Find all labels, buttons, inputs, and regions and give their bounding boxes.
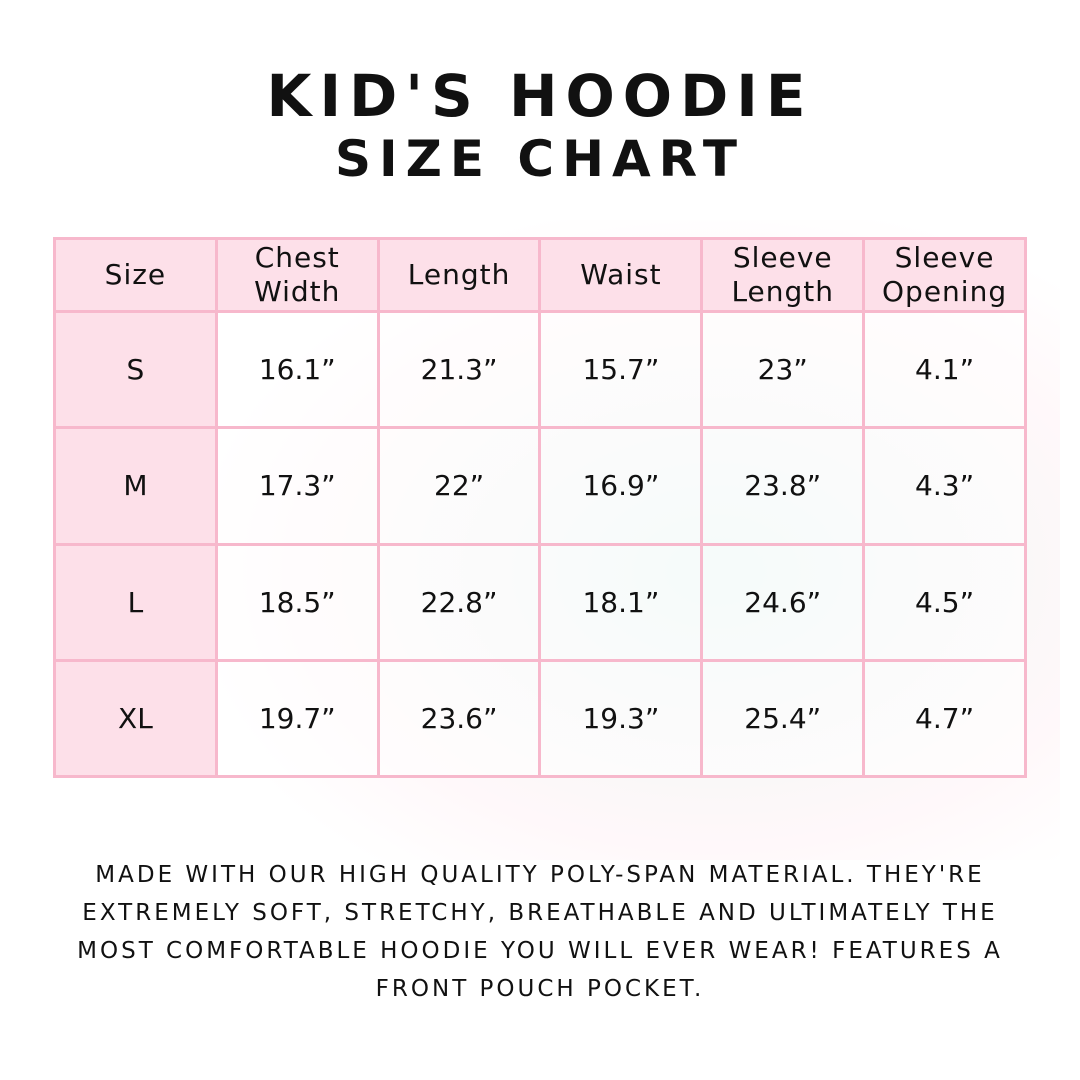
column-header: Length <box>376 237 542 313</box>
table-row: XL 19.7” 23.6” 19.3” 25.4” 4.7” <box>53 658 1027 779</box>
column-header: Sleeve Length <box>700 237 866 313</box>
size-label: M <box>53 426 218 546</box>
measurement-cell: 4.3” <box>862 426 1027 546</box>
page-subtitle: Size Chart <box>334 130 746 188</box>
page-title: Kid's Hoodie <box>266 62 814 130</box>
table-header-row: Size Chest Width Length Waist Sleeve Length S… <box>53 237 1027 313</box>
measurement-cell: 18.1” <box>538 542 704 662</box>
column-header: Waist <box>538 237 704 313</box>
column-header: Chest Width <box>214 237 380 313</box>
product-description: Made with our high quality poly-span mat… <box>77 862 1003 1002</box>
measurement-cell: 25.4” <box>700 658 866 779</box>
column-header: Size <box>53 237 218 313</box>
measurement-cell: 21.3” <box>376 309 542 430</box>
measurement-cell: 19.3” <box>538 658 704 779</box>
measurement-cell: 16.9” <box>538 426 704 546</box>
table-row: S 16.1” 21.3” 15.7” 23” 4.1” <box>53 309 1027 430</box>
measurement-cell: 23.8” <box>700 426 866 546</box>
measurement-cell: 4.5” <box>862 542 1027 662</box>
measurement-cell: 4.7” <box>862 658 1027 779</box>
table-row: M 17.3” 22” 16.9” 23.8” 4.3” <box>53 426 1027 546</box>
measurement-cell: 4.1” <box>862 309 1027 430</box>
measurement-cell: 19.7” <box>214 658 380 779</box>
size-label: S <box>53 309 218 430</box>
measurement-cell: 23” <box>700 309 866 430</box>
measurement-cell: 22” <box>376 426 542 546</box>
table-row: L 18.5” 22.8” 18.1” 24.6” 4.5” <box>53 542 1027 662</box>
measurement-cell: 16.1” <box>214 309 380 430</box>
size-label: XL <box>53 658 218 779</box>
measurement-cell: 23.6” <box>376 658 542 779</box>
size-chart-table: Size Chest Width Length Waist Sleeve Length S… <box>53 237 1027 779</box>
measurement-cell: 22.8” <box>376 542 542 662</box>
measurement-cell: 18.5” <box>214 542 380 662</box>
measurement-cell: 15.7” <box>538 309 704 430</box>
size-label: L <box>53 542 218 662</box>
column-header: Sleeve Opening <box>862 237 1027 313</box>
measurement-cell: 17.3” <box>214 426 380 546</box>
measurement-cell: 24.6” <box>700 542 866 662</box>
